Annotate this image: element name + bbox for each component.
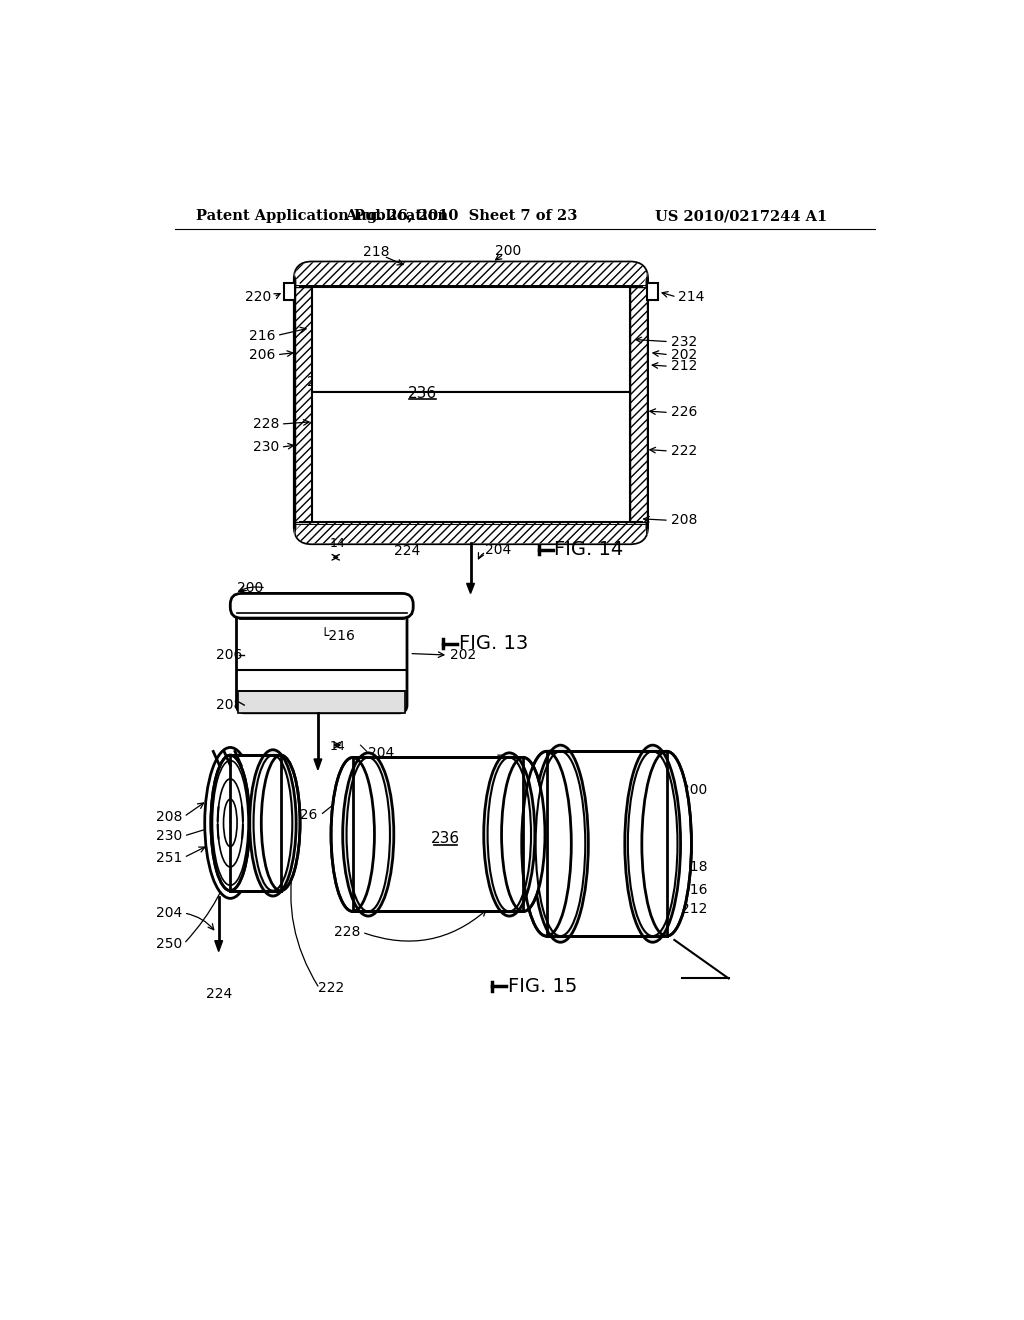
Ellipse shape bbox=[628, 751, 678, 936]
Bar bbox=[547, 751, 667, 936]
Text: 216: 216 bbox=[681, 883, 708, 896]
Text: 208: 208 bbox=[216, 698, 243, 711]
Bar bbox=[352, 758, 523, 911]
Text: 206: 206 bbox=[249, 347, 275, 362]
Text: 224: 224 bbox=[206, 987, 232, 1001]
Text: 212: 212 bbox=[671, 359, 697, 374]
Ellipse shape bbox=[642, 751, 691, 936]
Text: 232: 232 bbox=[531, 909, 557, 924]
Ellipse shape bbox=[625, 744, 681, 942]
Text: └216: └216 bbox=[321, 628, 355, 643]
Text: 206: 206 bbox=[477, 797, 504, 810]
Text: 230: 230 bbox=[253, 440, 280, 454]
Text: 236: 236 bbox=[431, 830, 461, 846]
Text: 204: 204 bbox=[369, 746, 394, 760]
Text: 200: 200 bbox=[238, 581, 263, 595]
Polygon shape bbox=[215, 941, 222, 952]
Text: 236: 236 bbox=[408, 385, 437, 401]
Ellipse shape bbox=[483, 752, 535, 916]
Bar bbox=[284, 284, 295, 300]
Text: 220: 220 bbox=[245, 290, 271, 304]
Text: 228: 228 bbox=[334, 925, 360, 940]
Text: 228: 228 bbox=[253, 417, 280, 432]
Ellipse shape bbox=[211, 755, 250, 891]
Text: 210: 210 bbox=[430, 775, 457, 789]
Ellipse shape bbox=[254, 755, 292, 891]
Bar bbox=[230, 755, 281, 891]
Text: 218: 218 bbox=[362, 246, 389, 259]
Text: 14: 14 bbox=[330, 536, 345, 549]
Text: 232: 232 bbox=[671, 335, 696, 348]
Text: 202: 202 bbox=[450, 648, 476, 663]
Ellipse shape bbox=[261, 755, 300, 891]
Text: FIG. 13: FIG. 13 bbox=[459, 634, 528, 653]
Text: FIG. 14: FIG. 14 bbox=[554, 540, 624, 560]
Text: 222: 222 bbox=[317, 982, 344, 995]
Text: 214: 214 bbox=[593, 816, 620, 830]
Polygon shape bbox=[295, 286, 311, 521]
FancyBboxPatch shape bbox=[295, 263, 647, 544]
Text: FIG. 15: FIG. 15 bbox=[508, 977, 578, 995]
Text: 234: 234 bbox=[386, 298, 413, 312]
Bar bbox=[647, 284, 658, 300]
Text: 210: 210 bbox=[307, 375, 334, 388]
Ellipse shape bbox=[487, 758, 531, 911]
Text: 224: 224 bbox=[394, 544, 420, 558]
Text: 206: 206 bbox=[216, 648, 243, 663]
Text: 208: 208 bbox=[156, 809, 182, 824]
Text: 216: 216 bbox=[249, 329, 275, 342]
Text: 226: 226 bbox=[671, 405, 697, 420]
FancyBboxPatch shape bbox=[295, 263, 647, 286]
Text: 220: 220 bbox=[477, 775, 504, 789]
Text: 204: 204 bbox=[156, 906, 182, 920]
Polygon shape bbox=[467, 583, 474, 594]
Text: 208: 208 bbox=[671, 513, 697, 527]
Text: 200: 200 bbox=[681, 783, 707, 797]
Text: 218: 218 bbox=[238, 591, 263, 606]
Text: 202: 202 bbox=[671, 347, 696, 362]
Bar bbox=[230, 755, 281, 891]
Text: 230: 230 bbox=[156, 829, 182, 843]
Ellipse shape bbox=[536, 751, 586, 936]
Text: 226: 226 bbox=[292, 808, 317, 822]
Text: 251: 251 bbox=[156, 850, 182, 865]
Polygon shape bbox=[630, 286, 647, 521]
Text: 14: 14 bbox=[330, 739, 345, 752]
Text: 222: 222 bbox=[671, 444, 696, 458]
Ellipse shape bbox=[250, 750, 296, 896]
Ellipse shape bbox=[521, 751, 571, 936]
Text: US 2010/0217244 A1: US 2010/0217244 A1 bbox=[655, 209, 827, 223]
FancyBboxPatch shape bbox=[295, 521, 647, 544]
Text: 214: 214 bbox=[678, 290, 705, 304]
Text: Aug. 26, 2010  Sheet 7 of 23: Aug. 26, 2010 Sheet 7 of 23 bbox=[345, 209, 578, 223]
Text: 204: 204 bbox=[484, 543, 511, 557]
Bar bbox=[352, 758, 523, 911]
Text: 200: 200 bbox=[495, 244, 521, 257]
Text: Patent Application Publication: Patent Application Publication bbox=[197, 209, 449, 223]
Ellipse shape bbox=[343, 752, 394, 916]
Ellipse shape bbox=[346, 758, 390, 911]
Text: 250: 250 bbox=[156, 937, 182, 950]
Ellipse shape bbox=[331, 758, 375, 911]
Bar bbox=[311, 392, 630, 521]
Ellipse shape bbox=[205, 747, 256, 899]
Ellipse shape bbox=[502, 758, 545, 911]
FancyBboxPatch shape bbox=[230, 594, 414, 618]
FancyBboxPatch shape bbox=[237, 594, 407, 713]
Bar bbox=[238, 692, 406, 713]
Text: 218: 218 bbox=[681, 859, 708, 874]
Text: 212: 212 bbox=[681, 902, 707, 916]
Ellipse shape bbox=[532, 744, 589, 942]
Bar bbox=[311, 286, 630, 392]
Polygon shape bbox=[314, 759, 322, 770]
Bar bbox=[547, 751, 667, 936]
